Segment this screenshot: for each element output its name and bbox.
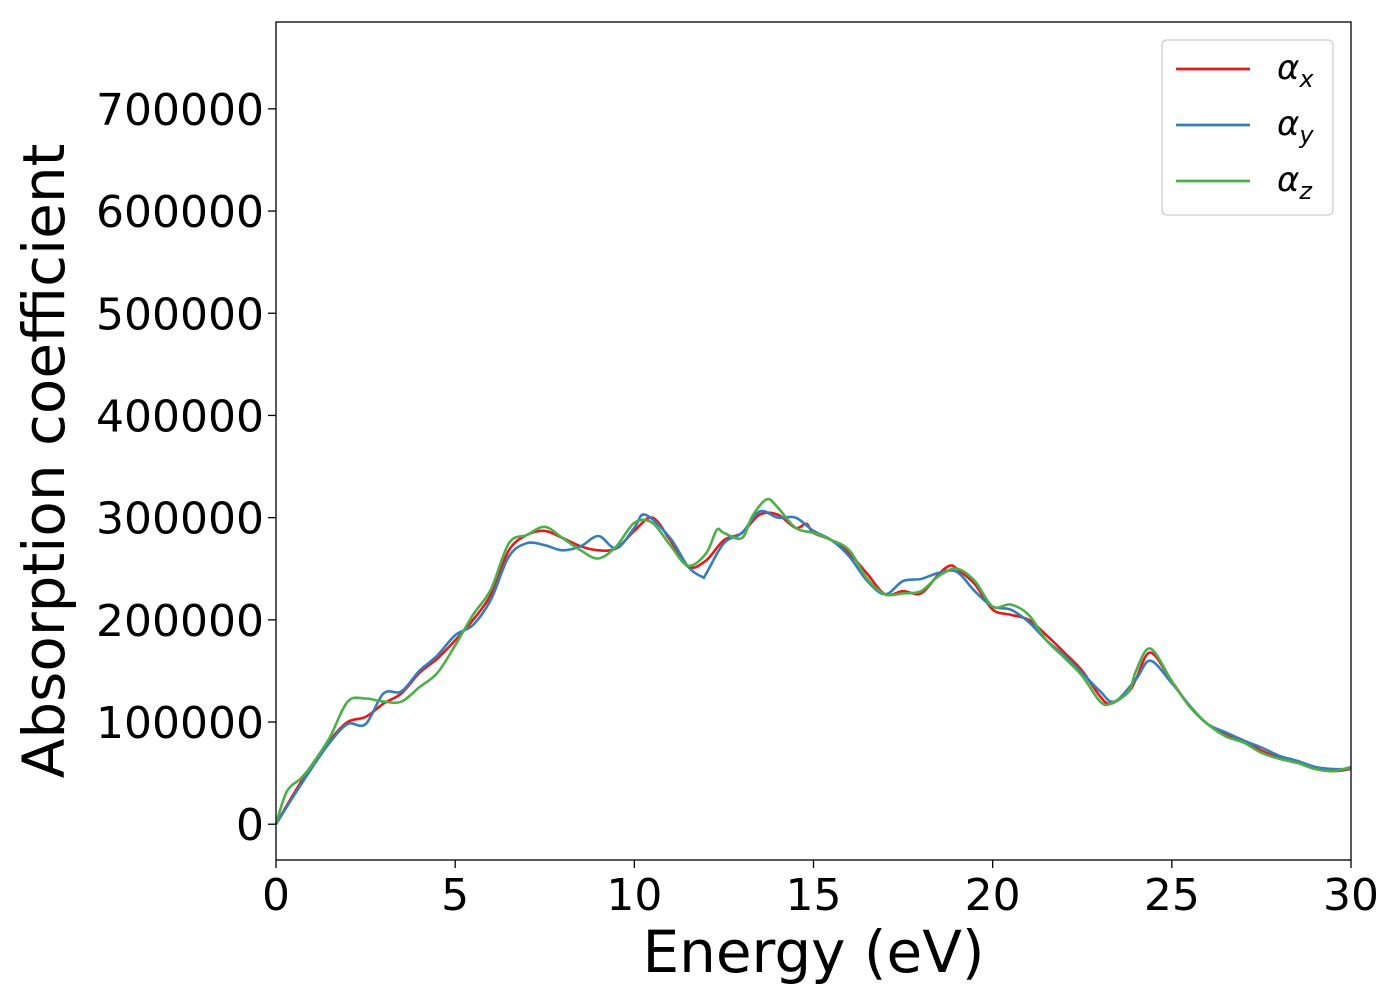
legend-label-alpha-y: αy	[1277, 104, 1314, 149]
x-tick-label: 0	[262, 870, 290, 921]
series-line-alpha-y	[274, 509, 1352, 825]
x-tick-label: 5	[441, 870, 469, 921]
series-layer	[274, 497, 1352, 825]
x-tick-label: 20	[965, 870, 1021, 921]
legend-label-alpha-x: αx	[1277, 48, 1314, 93]
y-tick-label: 400000	[96, 391, 264, 442]
legend: αx αy αz	[1161, 39, 1334, 216]
series-line-alpha-x	[274, 511, 1352, 825]
y-tick-label: 500000	[96, 289, 264, 340]
y-tick-label: 600000	[96, 187, 264, 238]
y-tick-label: 0	[236, 800, 264, 851]
legend-label-alpha-z: αz	[1277, 160, 1313, 205]
y-tick-label: 100000	[96, 698, 264, 749]
x-axis-ticks: 0 5 10 15 20 25 30	[262, 860, 1379, 921]
x-tick-label: 30	[1323, 870, 1379, 921]
x-tick-label: 15	[786, 870, 842, 921]
y-tick-label: 300000	[96, 494, 264, 545]
x-tick-label: 10	[606, 870, 662, 921]
x-axis-label: Energy (eV)	[642, 918, 984, 986]
y-axis-label: Absorption coefficient	[10, 144, 78, 779]
series-line-alpha-z	[274, 497, 1352, 825]
y-tick-label: 200000	[96, 596, 264, 647]
legend-box	[1161, 39, 1334, 216]
y-tick-label: 700000	[96, 85, 264, 136]
x-tick-label: 25	[1144, 870, 1200, 921]
y-axis-ticks: 0 100000 200000 300000 400000 500000 600000 700…	[96, 85, 276, 851]
